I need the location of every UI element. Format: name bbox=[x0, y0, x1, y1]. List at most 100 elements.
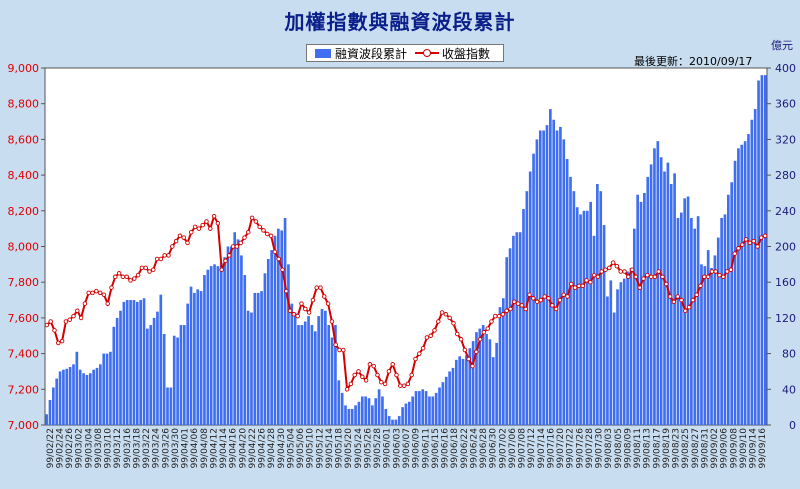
financing-bar bbox=[679, 212, 683, 425]
index-point bbox=[158, 256, 164, 262]
financing-bar bbox=[327, 325, 331, 425]
financing-bar bbox=[407, 401, 411, 425]
index-point bbox=[59, 338, 65, 344]
financing-bar bbox=[139, 300, 142, 425]
index-point bbox=[683, 308, 688, 314]
x-axis-tick-label: 99/07/28 bbox=[585, 428, 595, 469]
x-axis-tick-label: 99/07/12 bbox=[527, 428, 537, 468]
financing-bar bbox=[166, 387, 169, 425]
financing-bar bbox=[313, 331, 317, 425]
x-axis-tick-label: 99/05/14 bbox=[325, 428, 335, 469]
financing-bar bbox=[233, 232, 237, 425]
index-point bbox=[515, 301, 521, 306]
financing-bar bbox=[394, 419, 398, 425]
financing-bar bbox=[65, 368, 69, 425]
index-point bbox=[177, 233, 183, 239]
financing-bar bbox=[508, 248, 512, 425]
financing-bar bbox=[287, 264, 290, 425]
x-axis-tick-label: 99/08/09 bbox=[623, 428, 633, 469]
financing-bar bbox=[68, 366, 72, 425]
index-point bbox=[185, 240, 190, 246]
financing-bar bbox=[616, 289, 619, 425]
financing-bar bbox=[253, 292, 257, 425]
x-axis-tick-label: 99/08/05 bbox=[614, 428, 624, 468]
financing-bar bbox=[354, 405, 357, 425]
financing-bar bbox=[451, 367, 455, 425]
x-axis-tick-label: 99/06/03 bbox=[392, 428, 402, 468]
financing-bar bbox=[55, 378, 59, 425]
index-point bbox=[272, 249, 278, 255]
index-point bbox=[82, 301, 88, 306]
left-axis-tick-label: 8,000 bbox=[8, 241, 40, 254]
financing-bar bbox=[569, 176, 572, 425]
financing-bar bbox=[72, 364, 75, 425]
left-axis-tick-label: 9,000 bbox=[8, 62, 40, 75]
index-point bbox=[671, 299, 677, 305]
financing-bar bbox=[182, 325, 186, 425]
index-point bbox=[466, 356, 471, 362]
index-point bbox=[363, 378, 369, 383]
financing-bar bbox=[270, 250, 273, 425]
financing-bar bbox=[444, 376, 448, 425]
financing-bar bbox=[491, 357, 495, 425]
financing-bar bbox=[193, 292, 196, 425]
index-point bbox=[280, 267, 285, 272]
index-point bbox=[386, 369, 392, 374]
financing-bar bbox=[572, 191, 576, 425]
financing-bar bbox=[424, 391, 428, 425]
financing-bar bbox=[703, 266, 707, 425]
x-axis-tick-label: 99/08/13 bbox=[643, 428, 653, 468]
financing-bar bbox=[45, 414, 48, 425]
index-point bbox=[356, 369, 361, 374]
index-point bbox=[94, 288, 99, 294]
financing-bar bbox=[172, 335, 176, 425]
index-point bbox=[135, 272, 141, 278]
financing-bar bbox=[535, 139, 539, 425]
index-point bbox=[432, 328, 437, 333]
financing-bar bbox=[653, 148, 656, 425]
financing-bar bbox=[293, 312, 297, 425]
financing-bar bbox=[710, 267, 713, 425]
financing-bar bbox=[82, 373, 85, 425]
x-axis-tick-label: 99/04/16 bbox=[229, 428, 239, 469]
index-point bbox=[458, 337, 464, 342]
financing-bar bbox=[303, 321, 307, 425]
index-point bbox=[637, 285, 642, 290]
index-point bbox=[67, 317, 72, 322]
financing-bar bbox=[502, 298, 505, 425]
financing-bar bbox=[360, 396, 364, 425]
financing-bar bbox=[659, 157, 663, 425]
x-axis-tick-label: 99/09/06 bbox=[720, 428, 730, 469]
financing-bar bbox=[273, 235, 277, 425]
x-axis-tick-label: 99/08/11 bbox=[633, 428, 643, 468]
financing-bar bbox=[505, 257, 509, 425]
financing-bar bbox=[149, 325, 153, 425]
financing-bar bbox=[606, 296, 609, 425]
financing-bar bbox=[636, 194, 639, 425]
financing-bar bbox=[669, 184, 673, 425]
financing-bar bbox=[747, 134, 750, 426]
financing-bar bbox=[92, 369, 95, 425]
financing-bar bbox=[693, 228, 697, 425]
financing-bar bbox=[75, 351, 79, 425]
x-axis-tick-label: 99/04/22 bbox=[248, 428, 258, 468]
financing-bar bbox=[152, 317, 156, 425]
index-point bbox=[675, 294, 680, 299]
x-axis-tick-label: 99/05/20 bbox=[344, 428, 354, 469]
x-axis-tick-label: 99/04/01 bbox=[181, 428, 191, 468]
index-point bbox=[265, 231, 270, 237]
x-axis-tick-label: 99/03/12 bbox=[113, 428, 123, 468]
x-axis-tick-label: 99/02/22 bbox=[46, 428, 56, 468]
financing-bar bbox=[730, 182, 734, 425]
index-point bbox=[705, 274, 711, 280]
x-axis-tick-label: 99/08/23 bbox=[672, 428, 682, 468]
left-axis-tick-label: 8,800 bbox=[8, 98, 40, 111]
index-point bbox=[622, 269, 627, 274]
x-axis-tick-label: 99/06/15 bbox=[431, 428, 441, 468]
financing-bar bbox=[132, 300, 136, 425]
legend-bar-label: 融資波段累計 bbox=[335, 46, 408, 61]
financing-bar bbox=[88, 373, 92, 425]
right-axis-tick-label: 400 bbox=[775, 62, 796, 75]
index-point bbox=[436, 319, 441, 324]
x-axis-tick-label: 99/04/30 bbox=[277, 428, 287, 469]
